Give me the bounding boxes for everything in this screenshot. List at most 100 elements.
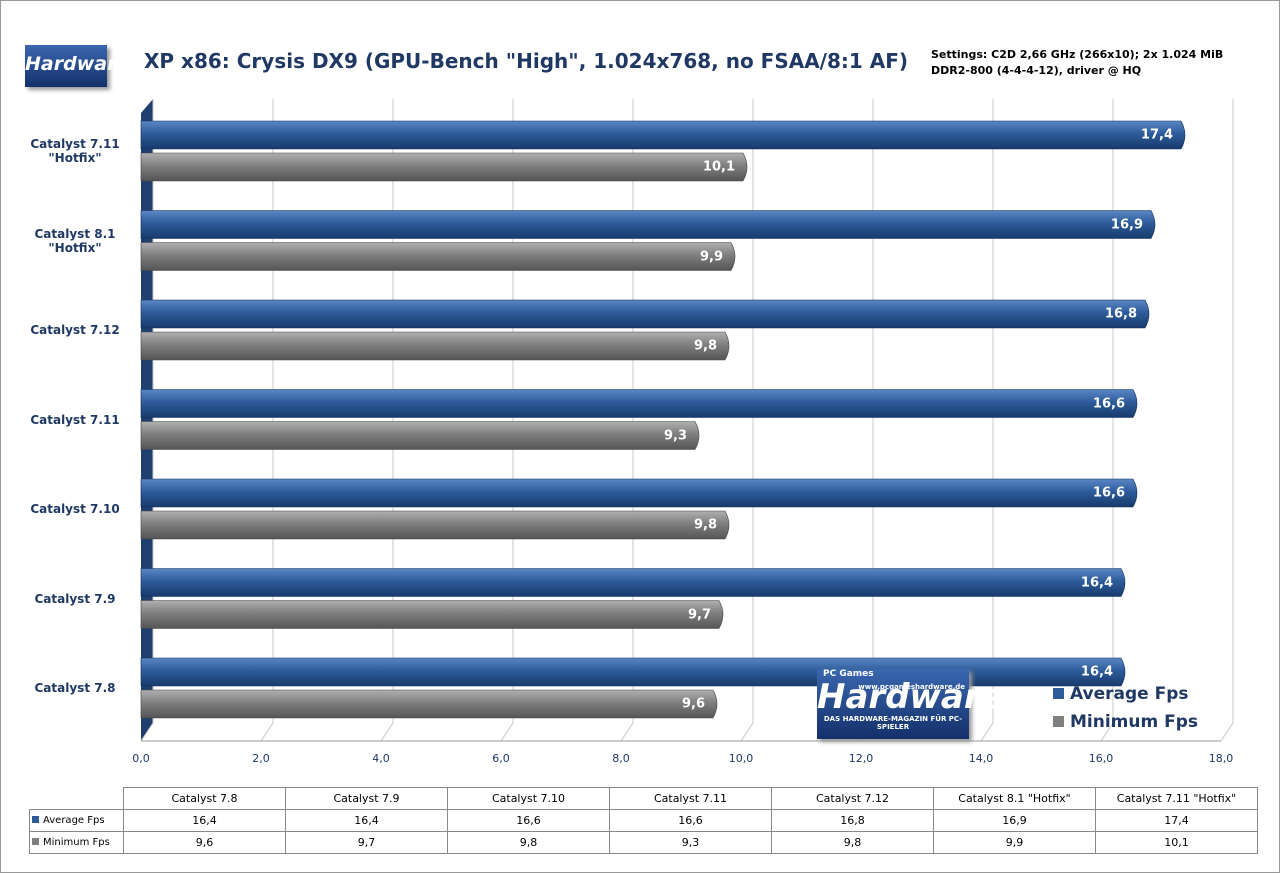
- y-tick-label: Catalyst 7.12: [30, 323, 120, 337]
- table-cell: 17,4: [1095, 809, 1258, 832]
- bar: [140, 331, 730, 361]
- x-tick-label: 16,0: [1088, 752, 1114, 765]
- table-cell: 9,7: [285, 831, 448, 854]
- bar: [140, 689, 718, 719]
- table-row: Average Fps 16,4 16,4 16,6 16,6 16,8 16,9 17,4: [29, 809, 1258, 832]
- logo-large: PC Games www.pcgameshardware.de Hardware…: [817, 669, 1004, 739]
- legend-label: Average Fps: [1070, 684, 1189, 704]
- table-header-cell: Catalyst 7.8: [123, 787, 286, 810]
- bar: [140, 389, 1138, 418]
- y-tick-label: Catalyst 8.1 "Hotfix": [34, 226, 116, 255]
- table-cell: 9,8: [447, 831, 610, 854]
- legend-swatch: [1053, 688, 1064, 699]
- table-header-cell: Catalyst 7.11: [609, 787, 772, 810]
- table-header-cell: Catalyst 7.10: [447, 787, 610, 810]
- grid-line: [1220, 99, 1234, 742]
- x-tick-label: 2,0: [252, 752, 270, 765]
- value-label: 16,6: [1092, 485, 1125, 501]
- logo-tagline: DAS HARDWARE-MAGAZIN FÜR PC-SPIELER: [823, 715, 963, 731]
- bar: [140, 600, 724, 629]
- x-tick-label: 12,0: [848, 752, 874, 765]
- x-tick-label: 6,0: [492, 752, 510, 765]
- table-cell: 9,3: [609, 831, 772, 854]
- table-header-cell: Catalyst 7.12: [771, 787, 934, 810]
- table-row: Minimum Fps 9,6 9,7 9,8 9,3 9,8 9,9 10,1: [29, 831, 1258, 854]
- chart-title: XP x86: Crysis DX9 (GPU-Bench "High", 1.…: [144, 49, 909, 73]
- value-label: 10,1: [702, 159, 735, 175]
- x-tick-label: 14,0: [968, 752, 994, 765]
- legend-entry: Average Fps: [1051, 684, 1189, 704]
- y-tick-label: Catalyst 7.11: [30, 412, 120, 427]
- value-label: 9,6: [681, 696, 705, 712]
- y-tick-label: Catalyst 7.11 "Hotfix": [30, 137, 120, 165]
- table-header: Catalyst 7.8 Catalyst 7.9 Catalyst 7.10 Cat…: [29, 787, 1258, 810]
- table-cell: 10,1: [1095, 831, 1258, 854]
- bar: [140, 568, 1126, 597]
- legend-entry: Minimum Fps: [1051, 712, 1198, 732]
- grid-line: [620, 99, 634, 742]
- bar: [140, 421, 700, 450]
- value-label: 16,4: [1080, 664, 1113, 680]
- table-header-cell: Catalyst 8.1 "Hotfix": [933, 787, 1096, 810]
- value-label: 16,6: [1092, 396, 1125, 411]
- table-header-cell: Catalyst 7.11 "Hotfix": [1095, 787, 1258, 810]
- y-tick-label: Catalyst 7.10: [30, 502, 120, 516]
- bar: [140, 478, 1138, 508]
- legend-swatch: [32, 816, 39, 823]
- bar: [140, 120, 1186, 150]
- value-label: 9,9: [699, 249, 723, 264]
- legend-label: Minimum Fps: [1070, 712, 1199, 732]
- table-cell: 16,4: [285, 809, 448, 832]
- bar: [140, 299, 1150, 329]
- table-cell: 16,6: [609, 809, 772, 832]
- logo-text: Hardware: [817, 677, 1004, 717]
- value-label: 9,8: [693, 517, 717, 533]
- bar: [140, 152, 748, 182]
- table-cell: 9,6: [123, 831, 286, 854]
- logo-brand: PC Games: [823, 669, 874, 679]
- grid-line: [740, 99, 754, 742]
- table-cell: 9,8: [771, 831, 934, 854]
- table-cell: 9,9: [933, 831, 1096, 854]
- x-tick-label: 8,0: [612, 752, 630, 765]
- table-corner: [29, 787, 124, 810]
- grid-line: [860, 99, 874, 742]
- x-tick-label: 18,0: [1208, 752, 1234, 765]
- table-row-header: Minimum Fps: [29, 831, 124, 854]
- x-tick-label: 10,0: [728, 752, 754, 765]
- plot: [140, 99, 1234, 742]
- table-header-cell: Catalyst 7.9: [285, 787, 448, 810]
- value-label: 16,9: [1110, 217, 1143, 232]
- series-name: Minimum Fps: [43, 837, 110, 848]
- subtitle: Settings: C2D 2,66 GHz (266x10); 2x 1.02…: [931, 48, 1224, 77]
- bar: [140, 242, 736, 271]
- value-label: 9,7: [687, 607, 711, 622]
- x-tick-label: 4,0: [372, 752, 390, 765]
- value-label: 9,8: [693, 338, 717, 354]
- legend-swatch: [1053, 716, 1064, 727]
- logo-text: Hardware: [25, 53, 130, 75]
- grid-line: [980, 99, 994, 742]
- x-tick-label: 0,0: [132, 752, 150, 765]
- grid-line: [500, 99, 514, 742]
- value-label: 16,4: [1080, 575, 1113, 590]
- grid-line: [1100, 99, 1114, 742]
- table-cell: 16,6: [447, 809, 610, 832]
- bar: [140, 510, 730, 540]
- series-name: Average Fps: [43, 815, 105, 826]
- grid-line: [260, 99, 274, 742]
- axis-wall: [141, 99, 153, 741]
- value-label: 16,8: [1104, 306, 1137, 322]
- y-tick-label: Catalyst 7.9: [34, 591, 116, 606]
- table-row-header: Average Fps: [29, 809, 124, 832]
- grid-line: [380, 99, 394, 742]
- value-label: 9,3: [663, 428, 687, 443]
- legend-swatch: [32, 838, 39, 845]
- table-cell: 16,4: [123, 809, 286, 832]
- table-cell: 16,9: [933, 809, 1096, 832]
- logo-url: www.pcgameshardware.de: [858, 683, 965, 691]
- data-table: Catalyst 7.8 Catalyst 7.9 Catalyst 7.10 Cat…: [29, 787, 1258, 854]
- logo-small: Hardware: [25, 45, 130, 87]
- bar: [140, 210, 1156, 239]
